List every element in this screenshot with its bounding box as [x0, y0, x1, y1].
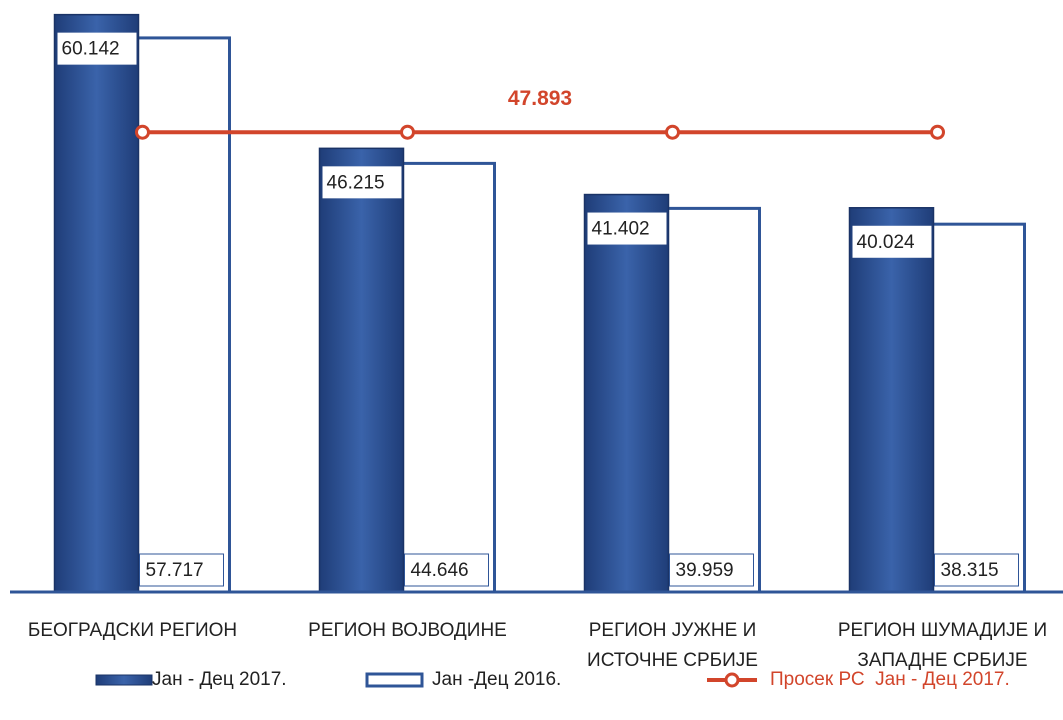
- line-marker: [930, 124, 945, 140]
- legend-swatch: [95, 674, 153, 686]
- x-tick-label: РЕГИОН ШУМАДИЈЕ И ЗАПАДНЕ СРБИЈЕ: [837, 620, 1048, 671]
- bar: [134, 36, 231, 594]
- legend-swatch: [724, 672, 740, 688]
- line-marker: [400, 124, 415, 140]
- value-label: 38.315: [941, 560, 999, 581]
- bar: [399, 161, 496, 594]
- bar: [664, 206, 761, 594]
- line-marker: [665, 124, 680, 140]
- label-box: [57, 32, 137, 65]
- bar: [318, 147, 405, 593]
- x-tick-label: БЕОГРАДСКИ РЕГИОН: [27, 620, 238, 641]
- line-marker: [135, 124, 150, 140]
- line-label: 47.893: [508, 87, 572, 110]
- value-label: 41.402: [592, 219, 650, 240]
- value-label: 57.717: [146, 560, 204, 581]
- x-tick-label: РЕГИОН ВОЈВОДИНЕ: [308, 620, 507, 641]
- value-label: 39.959: [676, 560, 734, 581]
- label-box: [587, 212, 667, 245]
- legend-label: Јан -Дец 2016.: [432, 669, 561, 690]
- label-box: [852, 225, 932, 258]
- value-label: 40.024: [857, 232, 916, 253]
- bar: [583, 193, 670, 593]
- label-box: [669, 553, 754, 587]
- label-box: [139, 553, 224, 587]
- label-box: [404, 553, 489, 587]
- value-label: 60.142: [62, 39, 120, 60]
- legend-label: Јан - Дец 2017.: [152, 669, 287, 690]
- bar: [53, 13, 140, 593]
- value-label: 44.646: [411, 560, 469, 581]
- label-box: [322, 166, 402, 199]
- legend-label: Просек РС Јан - Дец 2017.: [770, 669, 1010, 690]
- bar: [848, 207, 935, 593]
- label-box: [934, 553, 1019, 587]
- bar: [929, 222, 1026, 594]
- x-tick-label: РЕГИОН ЈУЖНЕ И ИСТОЧНЕ СРБИЈЕ: [587, 620, 758, 671]
- value-label: 46.215: [327, 172, 385, 193]
- legend-swatch: [365, 672, 424, 688]
